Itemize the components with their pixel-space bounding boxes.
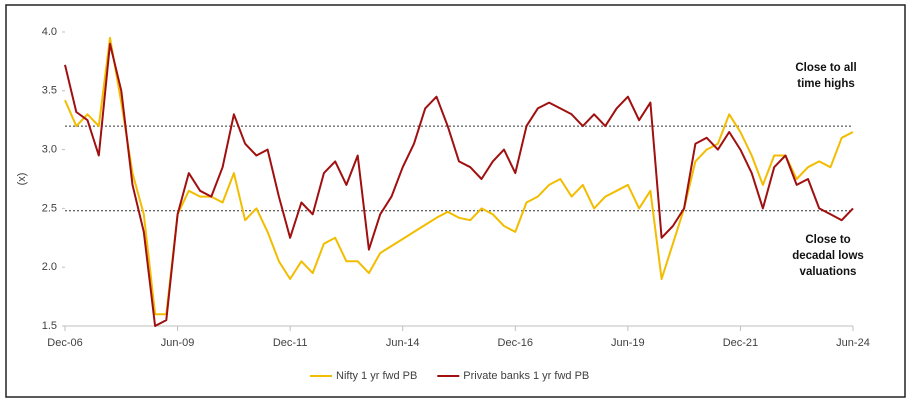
annotation: Close to — [805, 234, 850, 246]
y-tick-label: 4.0 — [42, 26, 57, 38]
x-tick-label: Jun-14 — [386, 337, 420, 349]
y-axis-label: (x) — [16, 173, 28, 186]
x-tick-label: Jun-19 — [611, 337, 645, 349]
x-tick-label: Dec-16 — [498, 337, 533, 349]
y-tick-label: 3.0 — [42, 144, 57, 156]
x-tick-label: Jun-09 — [161, 337, 195, 349]
x-tick-label: Dec-21 — [723, 337, 758, 349]
frame — [5, 4, 906, 398]
annotation: valuations — [800, 266, 857, 278]
x-tick-label: Dec-06 — [47, 337, 82, 349]
annotation: decadal lows — [792, 250, 864, 262]
y-tick-label: 3.5 — [42, 85, 57, 97]
legend-label: Private banks 1 yr fwd PB — [463, 370, 589, 382]
series-line — [64, 36, 854, 316]
series-line — [64, 42, 854, 327]
y-tick-label: 2.5 — [42, 202, 57, 214]
x-tick-label: Jun-24 — [836, 337, 870, 349]
legend-label: Nifty 1 yr fwd PB — [336, 370, 417, 382]
annotation: Close to all — [795, 62, 856, 74]
y-tick-label: 2.0 — [42, 261, 57, 273]
annotation: time highs — [797, 78, 855, 90]
x-tick-label: Dec-11 — [273, 337, 308, 349]
y-tick-label: 1.5 — [42, 320, 57, 332]
